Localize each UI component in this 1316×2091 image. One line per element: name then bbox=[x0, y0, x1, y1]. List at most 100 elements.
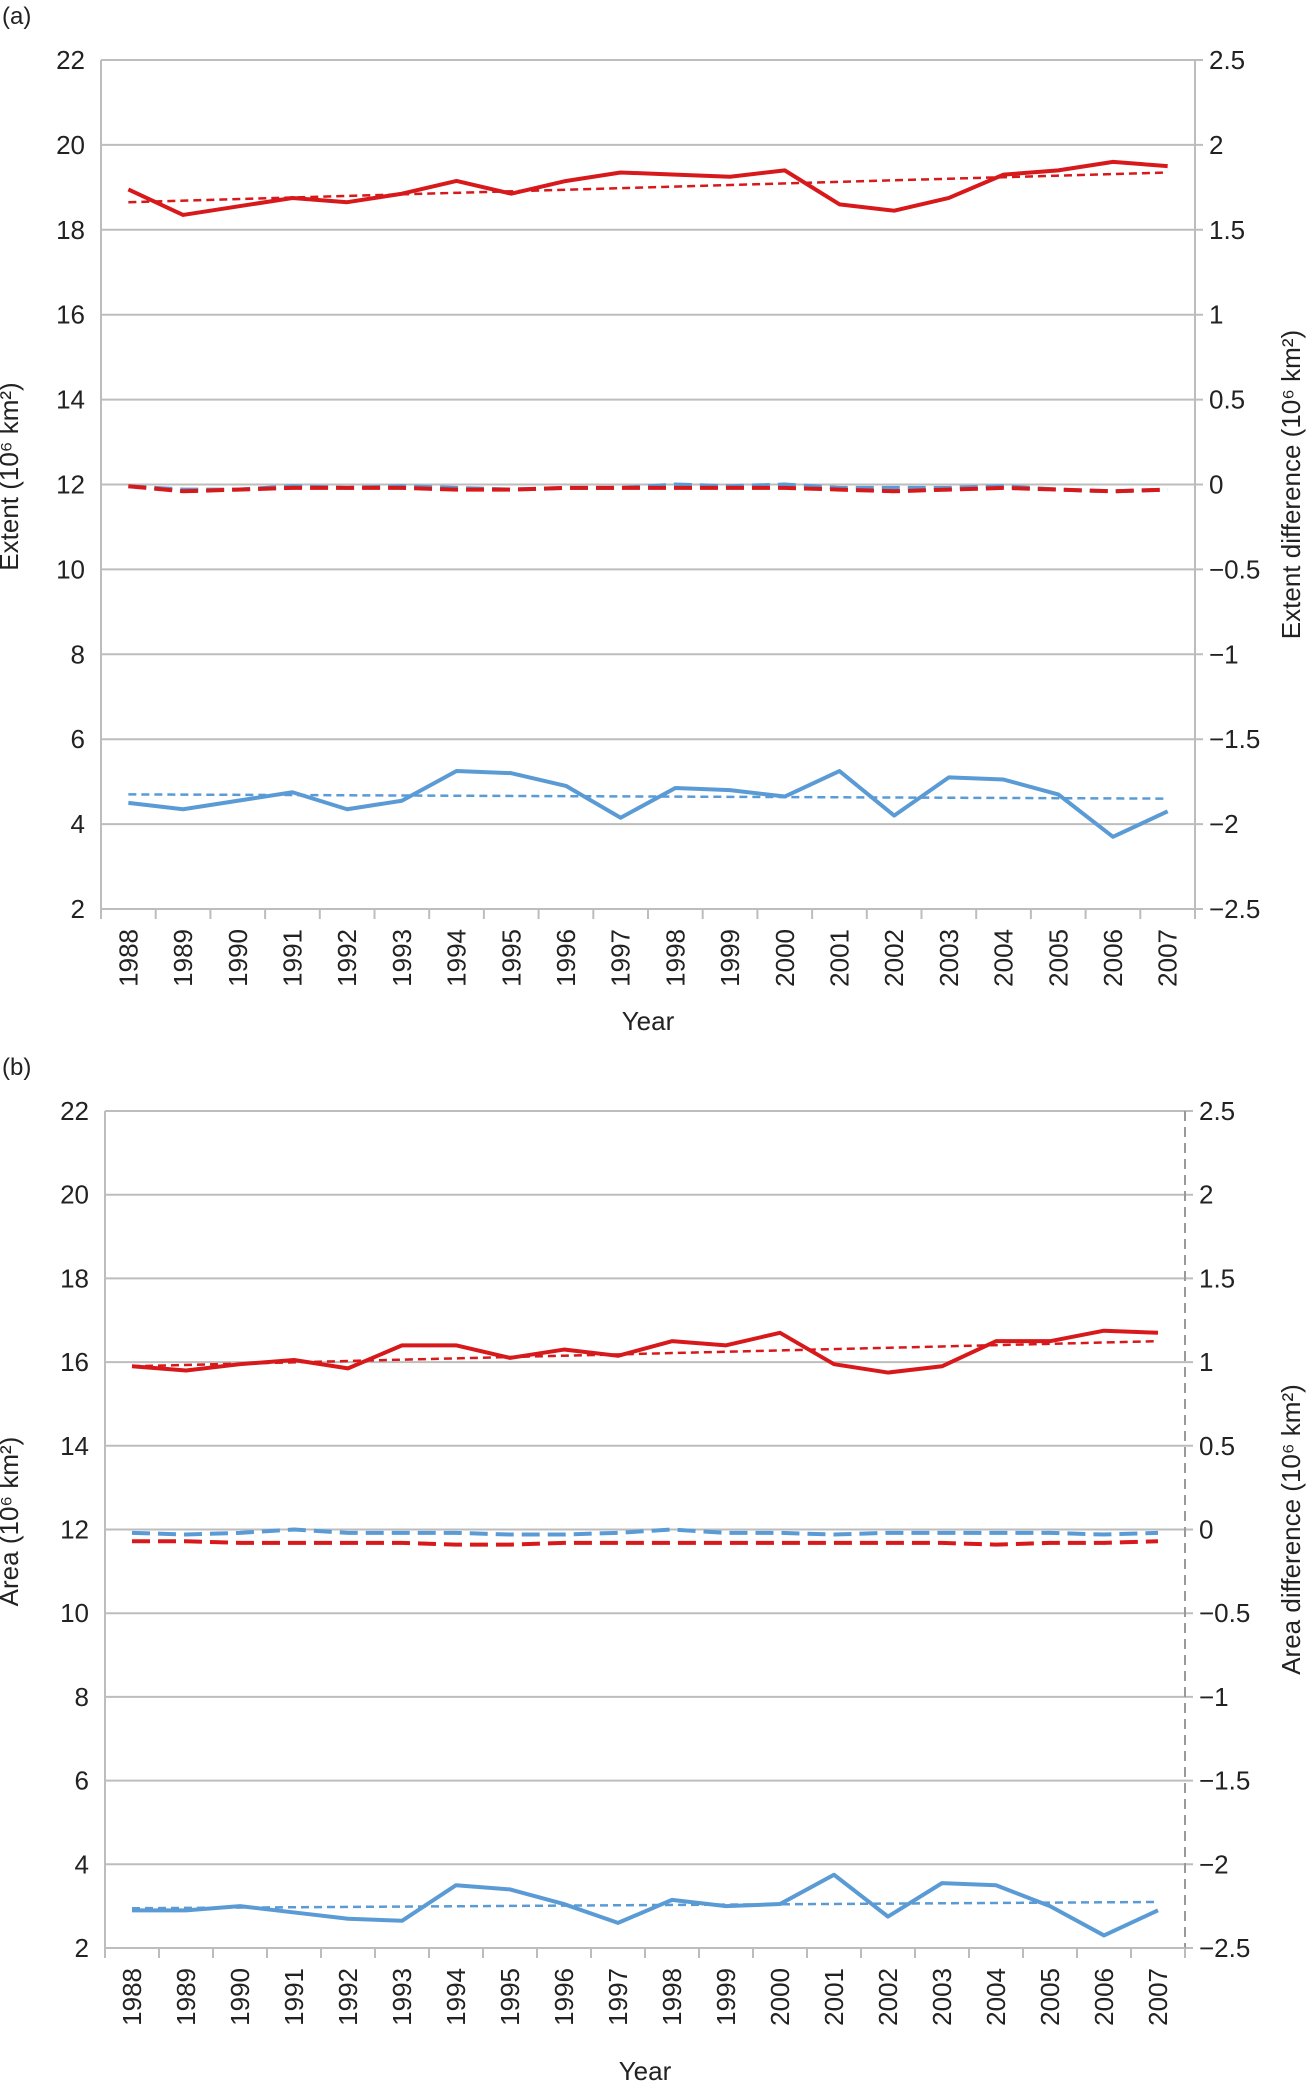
x-tick-label: 1995 bbox=[495, 1968, 525, 2026]
x-tick-label: 1998 bbox=[657, 1968, 687, 2026]
y-tick-label: 2 bbox=[71, 894, 85, 924]
x-tick-label: 1999 bbox=[715, 929, 745, 987]
chart-panel-a: (a)246810121416182022−2.5−2−1.5−1−0.500.… bbox=[0, 3, 1306, 1036]
y2-axis-title: Area difference (10⁶ km²) bbox=[1276, 1384, 1306, 1675]
x-tick-label: 1997 bbox=[603, 1968, 633, 2026]
series-0 bbox=[127, 159, 1168, 217]
y2-tick-label: −2 bbox=[1209, 809, 1239, 839]
x-tick-label: 2005 bbox=[1035, 1968, 1065, 2026]
series-1 bbox=[131, 1339, 1159, 1368]
x-tick-label: 1992 bbox=[332, 929, 362, 987]
data-line bbox=[132, 1872, 1159, 1938]
series-5 bbox=[128, 484, 1168, 494]
series-2 bbox=[131, 1872, 1159, 1938]
y2-tick-label: 0 bbox=[1209, 470, 1223, 500]
y2-tick-label: 0.5 bbox=[1199, 1431, 1235, 1461]
x-tick-label: 1989 bbox=[168, 929, 198, 987]
y-tick-label: 18 bbox=[56, 215, 85, 245]
y-tick-label: 20 bbox=[56, 130, 85, 160]
y-tick-label: 10 bbox=[56, 554, 85, 584]
x-tick-label: 1993 bbox=[387, 929, 417, 987]
y2-tick-label: 2 bbox=[1209, 130, 1223, 160]
x-tick-label: 1993 bbox=[387, 1968, 417, 2026]
x-tick-label: 2000 bbox=[765, 1968, 795, 2026]
y-tick-label: 12 bbox=[60, 1515, 89, 1545]
y2-tick-label: −1.5 bbox=[1199, 1766, 1250, 1796]
y-tick-label: 18 bbox=[60, 1263, 89, 1293]
y2-tick-label: 2 bbox=[1199, 1180, 1213, 1210]
x-tick-label: 1990 bbox=[225, 1968, 255, 2026]
y2-tick-label: 0 bbox=[1199, 1515, 1213, 1545]
x-tick-label: 2001 bbox=[819, 1968, 849, 2026]
y2-tick-label: 1.5 bbox=[1199, 1263, 1235, 1293]
x-tick-label: 1996 bbox=[551, 929, 581, 987]
trend-line bbox=[131, 1900, 1159, 1910]
x-tick-label: 1994 bbox=[441, 1968, 471, 2026]
x-axis-title: Year bbox=[619, 2056, 672, 2086]
x-tick-label: 2004 bbox=[989, 929, 1019, 987]
x-tick-label: 1988 bbox=[113, 929, 143, 987]
y2-tick-label: −1.5 bbox=[1209, 724, 1260, 754]
difference-line bbox=[132, 1539, 1159, 1547]
difference-line bbox=[131, 1527, 1159, 1537]
data-line bbox=[128, 769, 1169, 839]
x-tick-label: 2002 bbox=[879, 929, 909, 987]
series-0 bbox=[131, 1328, 1159, 1375]
y-axis-title: Extent (10⁶ km²) bbox=[0, 382, 24, 570]
y2-tick-label: 2.5 bbox=[1199, 1096, 1235, 1126]
x-tick-label: 2006 bbox=[1089, 1968, 1119, 2026]
y-tick-label: 8 bbox=[75, 1682, 89, 1712]
y-axis-title: Area (10⁶ km²) bbox=[0, 1437, 24, 1607]
y-tick-label: 4 bbox=[71, 809, 85, 839]
y-tick-label: 22 bbox=[56, 45, 85, 75]
y-tick-label: 10 bbox=[60, 1598, 89, 1628]
y2-tick-label: −1 bbox=[1209, 639, 1239, 669]
y-tick-label: 14 bbox=[56, 385, 85, 415]
trend-line bbox=[128, 171, 1168, 204]
x-tick-label: 2005 bbox=[1043, 929, 1073, 987]
x-tick-label: 2003 bbox=[934, 929, 964, 987]
x-tick-label: 1999 bbox=[711, 1968, 741, 2026]
x-tick-label: 2002 bbox=[873, 1968, 903, 2026]
y2-tick-label: 1 bbox=[1199, 1347, 1213, 1377]
y-tick-label: 14 bbox=[60, 1431, 89, 1461]
series-5 bbox=[131, 1539, 1159, 1547]
y2-tick-label: −2 bbox=[1199, 1849, 1229, 1879]
x-axis-title: Year bbox=[622, 1006, 675, 1036]
x-tick-label: 2004 bbox=[981, 1968, 1011, 2026]
y2-axis-title: Extent difference (10⁶ km²) bbox=[1276, 330, 1306, 639]
series-4 bbox=[131, 1527, 1159, 1537]
x-tick-label: 1988 bbox=[117, 1968, 147, 2026]
x-tick-label: 2000 bbox=[770, 929, 800, 987]
series-3 bbox=[128, 793, 1168, 800]
x-tick-label: 1997 bbox=[606, 929, 636, 987]
difference-line bbox=[128, 484, 1168, 494]
x-tick-label: 1992 bbox=[333, 1968, 363, 2026]
data-line bbox=[131, 1328, 1159, 1375]
data-line bbox=[127, 159, 1168, 217]
x-tick-label: 2006 bbox=[1098, 929, 1128, 987]
chart-panel-b: (b)246810121416182022−2.5−2−1.5−1−0.500.… bbox=[0, 1054, 1306, 2086]
y-tick-label: 16 bbox=[56, 300, 85, 330]
y2-tick-label: 1 bbox=[1209, 300, 1223, 330]
x-tick-label: 2001 bbox=[824, 929, 854, 987]
y-tick-label: 4 bbox=[75, 1849, 89, 1879]
y2-tick-label: 1.5 bbox=[1209, 215, 1245, 245]
trend-line bbox=[131, 1339, 1159, 1368]
y2-tick-label: 2.5 bbox=[1209, 45, 1245, 75]
x-tick-label: 1991 bbox=[277, 929, 307, 987]
series-3 bbox=[131, 1900, 1159, 1910]
y2-tick-label: −2.5 bbox=[1199, 1933, 1250, 1963]
x-tick-label: 1989 bbox=[171, 1968, 201, 2026]
x-tick-label: 1991 bbox=[279, 1968, 309, 2026]
y2-tick-label: −0.5 bbox=[1209, 554, 1260, 584]
x-tick-label: 1990 bbox=[223, 929, 253, 987]
x-tick-label: 2007 bbox=[1143, 1968, 1173, 2026]
y-tick-label: 8 bbox=[71, 639, 85, 669]
trend-line bbox=[128, 793, 1168, 800]
y-tick-label: 12 bbox=[56, 470, 85, 500]
x-tick-label: 1995 bbox=[496, 929, 526, 987]
y-tick-label: 2 bbox=[75, 1933, 89, 1963]
y2-tick-label: −2.5 bbox=[1209, 894, 1260, 924]
